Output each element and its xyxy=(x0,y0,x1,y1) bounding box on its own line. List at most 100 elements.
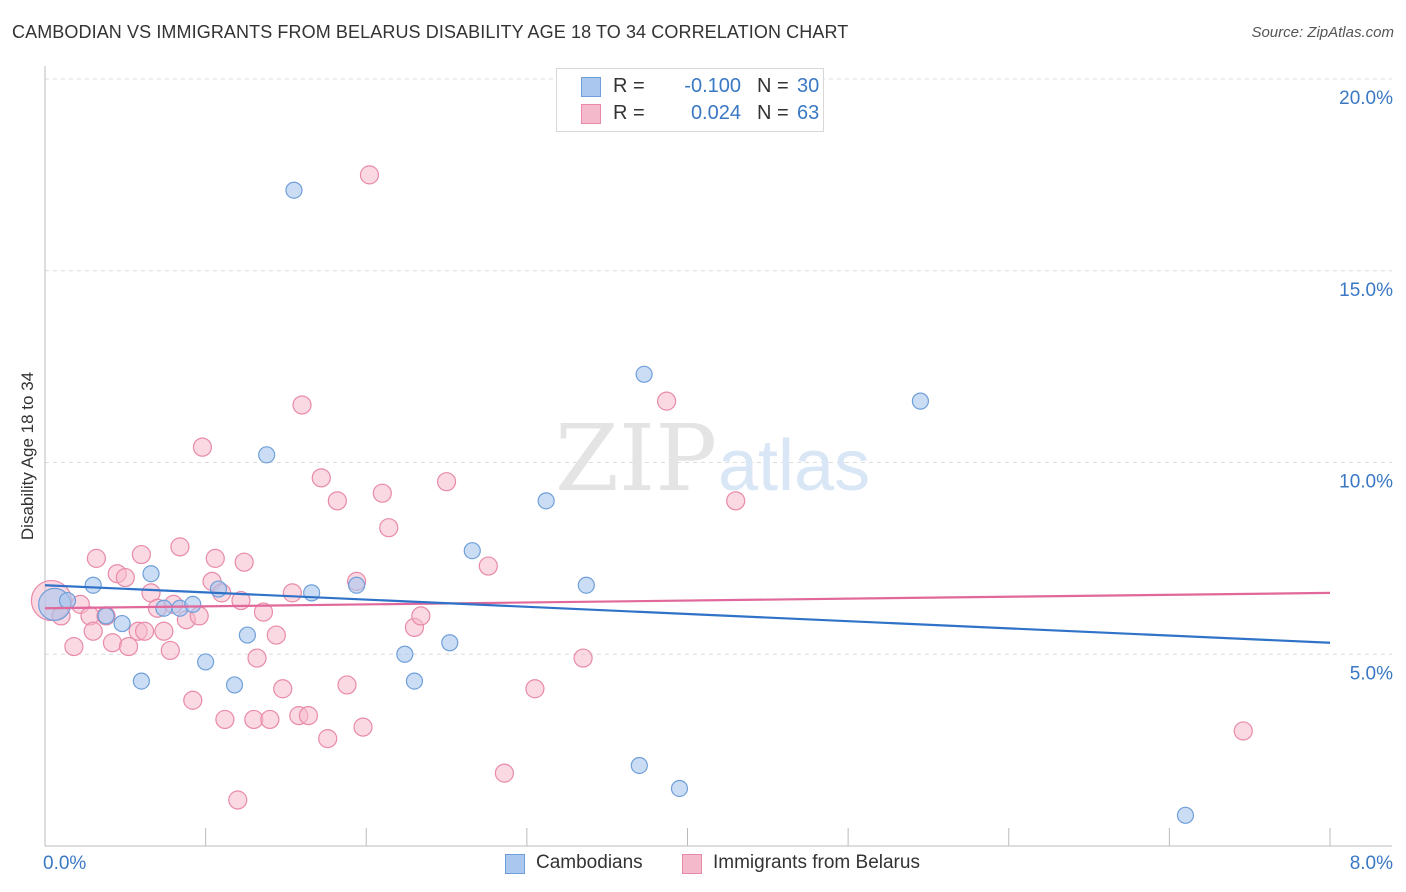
series-belarus-points xyxy=(30,165,1253,810)
cambodian-point xyxy=(142,565,160,583)
x-axis-tick-labels: 0.0% 8.0% xyxy=(43,853,1393,874)
belarus-point xyxy=(160,640,180,661)
belarus-point xyxy=(118,636,139,657)
belarus-point xyxy=(86,548,107,568)
series-cambodians-points xyxy=(38,181,1195,824)
belarus-point xyxy=(318,729,338,749)
cambodian-point xyxy=(348,576,366,594)
cambodian-point xyxy=(670,779,689,798)
cambodian-point xyxy=(258,446,276,464)
legend-n-value: 30 xyxy=(797,75,820,97)
source-label: Source: ZipAtlas.com xyxy=(1251,24,1394,41)
cambodian-point xyxy=(911,392,930,410)
belarus-point xyxy=(327,491,347,511)
belarus-point xyxy=(359,165,380,185)
y-tick-label: 15.0% xyxy=(1339,280,1393,301)
cambodian-point xyxy=(84,576,102,594)
cambodian-point xyxy=(537,492,555,510)
y-axis-tick-labels: 5.0% 10.0% 15.0% 20.0% xyxy=(1339,88,1393,684)
y-tick-label: 20.0% xyxy=(1339,88,1393,109)
belarus-point xyxy=(205,548,225,568)
belarus-point xyxy=(244,709,264,730)
belarus-point xyxy=(372,483,392,503)
trend-lines xyxy=(44,584,1331,644)
belarus-point xyxy=(311,468,331,488)
belarus-point xyxy=(83,621,103,641)
legend-r-value: -0.100 xyxy=(684,75,741,97)
belarus-point xyxy=(657,391,677,411)
legend-r-label: R = xyxy=(613,75,645,97)
legend-n-value: 63 xyxy=(797,102,820,124)
y-tick-label: 5.0% xyxy=(1350,663,1393,684)
belarus-point xyxy=(134,621,155,641)
belarus-point xyxy=(192,437,213,457)
belarus-point xyxy=(102,633,123,653)
bottom-legend-cambodians: Cambodians xyxy=(536,852,643,873)
cambodian-point xyxy=(197,653,215,671)
belarus-point xyxy=(298,706,319,726)
cambodian-point xyxy=(577,576,595,594)
belarus-point xyxy=(353,717,373,737)
belarus-point xyxy=(273,679,293,699)
y-axis-title: Disability Age 18 to 34 xyxy=(18,372,37,540)
belarus-point xyxy=(292,395,312,415)
belarus-point xyxy=(64,636,84,657)
x-tick-label: 0.0% xyxy=(43,853,86,874)
cambodian-point xyxy=(396,645,414,663)
zipatlas-watermark: ZIP atlas xyxy=(555,405,870,512)
belarus-point xyxy=(337,675,357,695)
cambodian-point xyxy=(97,607,115,625)
legend-swatch-pink xyxy=(581,104,601,124)
x-tick-label: 8.0% xyxy=(1350,853,1393,874)
belarus-point xyxy=(260,709,280,730)
legend-r-value: 0.024 xyxy=(690,102,741,124)
chart-title: CAMBODIAN VS IMMIGRANTS FROM BELARUS DIS… xyxy=(12,22,849,42)
watermark-zip: ZIP xyxy=(555,405,717,512)
legend-r-label: R = xyxy=(613,102,645,124)
belarus-point xyxy=(115,567,135,588)
cambodian-point xyxy=(238,626,256,644)
belarus-point xyxy=(379,518,399,538)
belarus-point xyxy=(131,544,151,565)
cambodian-point xyxy=(209,580,228,598)
bottom-legend-swatch-blue xyxy=(505,854,525,874)
cambodian-point xyxy=(184,595,202,613)
watermark-atlas: atlas xyxy=(718,426,870,506)
belarus-point xyxy=(154,621,174,641)
belarus-point xyxy=(726,491,746,511)
bottom-legend-belarus: Immigrants from Belarus xyxy=(713,852,920,873)
cambodian-point xyxy=(1176,806,1195,824)
bottom-legend-swatch-pink xyxy=(682,854,702,874)
cambodian-trend-line xyxy=(44,584,1331,644)
cambodian-point xyxy=(463,542,481,560)
belarus-point xyxy=(494,763,514,783)
belarus-trend-line xyxy=(44,591,1331,610)
cambodian-point xyxy=(405,672,424,690)
cambodian-point xyxy=(155,599,173,617)
belarus-point xyxy=(411,606,431,626)
cambodian-point xyxy=(635,365,653,383)
correlation-legend: R = -0.100 N = 30 R = 0.024 N = 63 xyxy=(556,68,824,132)
belarus-point xyxy=(170,537,190,557)
axes xyxy=(44,66,1392,847)
belarus-point xyxy=(573,648,593,668)
legend-swatch-blue xyxy=(581,77,601,97)
belarus-point xyxy=(478,556,498,576)
belarus-point xyxy=(215,709,235,730)
y-tick-label: 10.0% xyxy=(1339,472,1393,493)
cambodian-point xyxy=(225,676,244,694)
belarus-point xyxy=(247,648,267,668)
cambodian-point xyxy=(132,672,150,690)
belarus-point xyxy=(183,690,203,710)
cambodian-point xyxy=(441,634,459,652)
legend-n-label: N = xyxy=(757,75,789,97)
belarus-point xyxy=(228,790,248,810)
belarus-point xyxy=(282,583,302,603)
cambodian-point xyxy=(630,756,648,775)
belarus-point xyxy=(436,472,457,492)
cambodian-point xyxy=(285,181,303,199)
belarus-point xyxy=(253,602,274,622)
belarus-point xyxy=(525,679,545,699)
cambodian-point xyxy=(58,591,77,610)
